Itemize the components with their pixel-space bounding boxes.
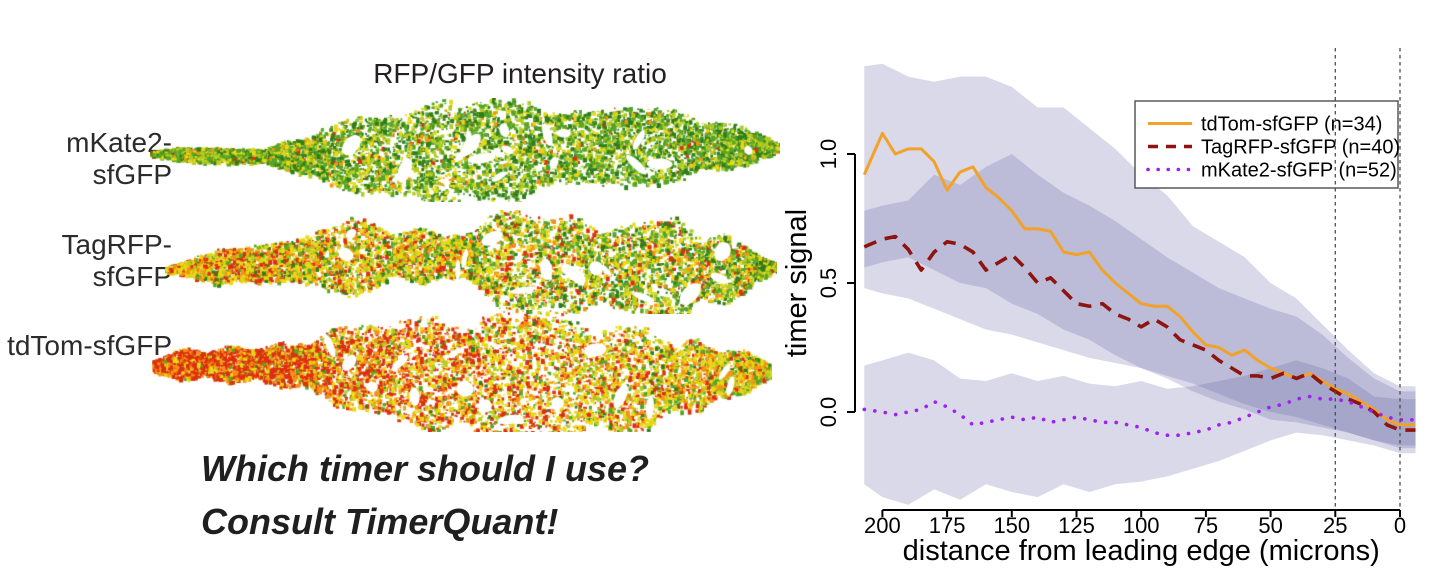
y-tick-label: 0.5 xyxy=(816,268,841,299)
legend-box xyxy=(1134,100,1399,189)
x-tick-label: 175 xyxy=(929,513,966,538)
plot-area xyxy=(862,63,1418,505)
tissue-image-tagrfp-sfgfp xyxy=(165,210,777,314)
tissue-image-mkate2-sfgfp xyxy=(150,98,780,202)
series-line-TagRFP-sfGFP xyxy=(863,234,1416,432)
confidence-band-tdTom-sfGFP xyxy=(864,63,1416,446)
image-label-tagrfp-sfgfp: TagRFP-sfGFP xyxy=(61,229,172,292)
y-axis-title: timer signal xyxy=(781,209,813,357)
legend-label-TagRFP-sfGFP: TagRFP-sfGFP (n=40) xyxy=(1201,137,1400,159)
caption-line-2: Consult TimerQuant! xyxy=(201,501,559,542)
image-label-tdtom-sfgfp: tdTom-sfGFP xyxy=(7,330,172,361)
caption-line-1: Which timer should I use? xyxy=(201,448,650,489)
legend-label-tdTom-sfGFP: tdTom-sfGFP (n=34) xyxy=(1201,114,1382,136)
x-tick-label: 25 xyxy=(1323,513,1347,538)
x-tick-label: 100 xyxy=(1123,513,1160,538)
figure-caption: Which timer should I use? Consult TimerQ… xyxy=(201,442,649,548)
series-line-tdTom-sfGFP xyxy=(862,131,1416,427)
x-tick-label: 75 xyxy=(1194,513,1218,538)
tissue-image-tdtom-sfgfp xyxy=(152,310,772,432)
legend: tdTom-sfGFP (n=34)TagRFP-sfGFP (n=40)mKa… xyxy=(1134,100,1400,189)
legend-label-mKate2-sfGFP: mKate2-sfGFP (n=52) xyxy=(1201,160,1397,182)
x-tick-label: 0 xyxy=(1394,513,1406,538)
y-tick-label: 0.0 xyxy=(816,397,841,428)
x-tick-label: 125 xyxy=(1058,513,1095,538)
x-tick-label: 150 xyxy=(993,513,1030,538)
axes xyxy=(847,153,1401,517)
confidence-band-mKate2-sfGFP xyxy=(864,352,1416,505)
intensity-ratio-title: RFP/GFP intensity ratio xyxy=(373,58,667,89)
y-tick-label: 1.0 xyxy=(816,139,841,170)
x-tick-label: 200 xyxy=(864,513,901,538)
axis-labels: 200 175 150 125 100 75 50 25 0 0.0 0.5 1.0 distance … xyxy=(781,139,1406,567)
x-axis-title: distance from leading edge (microns) xyxy=(903,535,1380,567)
x-tick-label: 50 xyxy=(1258,513,1282,538)
